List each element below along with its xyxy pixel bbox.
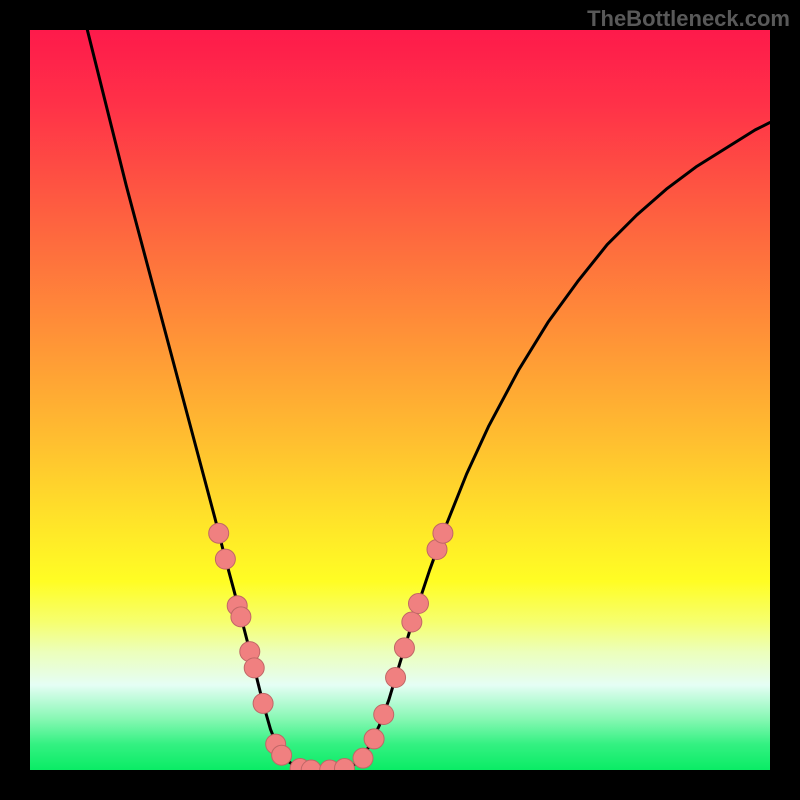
plot-svg xyxy=(30,30,770,770)
data-marker xyxy=(215,549,235,569)
data-marker xyxy=(394,638,414,658)
data-marker xyxy=(374,705,394,725)
data-marker xyxy=(209,523,229,543)
data-marker xyxy=(253,693,273,713)
data-marker xyxy=(402,612,422,632)
data-marker xyxy=(231,607,251,627)
data-marker xyxy=(409,594,429,614)
data-marker xyxy=(353,748,373,768)
data-marker xyxy=(244,658,264,678)
data-marker xyxy=(364,729,384,749)
data-marker xyxy=(386,668,406,688)
watermark-text: TheBottleneck.com xyxy=(587,6,790,32)
data-marker xyxy=(272,745,292,765)
plot-area xyxy=(30,30,770,770)
data-marker xyxy=(433,523,453,543)
figure-root: { "meta": { "watermark": "TheBottleneck.… xyxy=(0,0,800,800)
